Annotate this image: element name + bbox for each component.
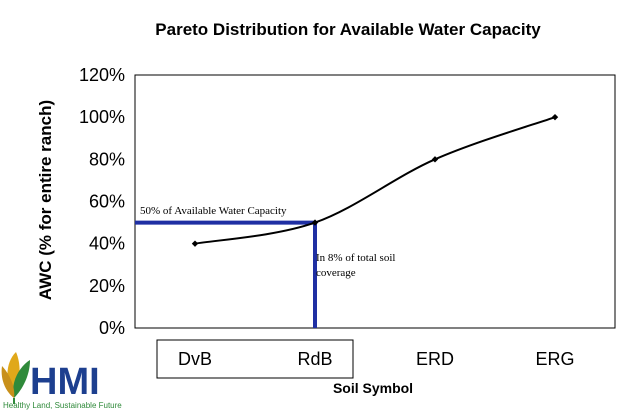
data-point <box>191 240 199 247</box>
y-tick-label: 0% <box>99 318 125 338</box>
grain-icon <box>1 352 30 404</box>
annotation-lines <box>135 220 317 328</box>
x-tick-label: RdB <box>297 349 332 369</box>
y-tick-label: 40% <box>89 234 125 254</box>
y-tick-label: 100% <box>79 107 125 127</box>
y-tick-label: 120% <box>79 65 125 85</box>
data-point <box>551 113 559 121</box>
data-point <box>311 219 319 226</box>
x-tick-label: ERD <box>416 349 454 369</box>
data-point <box>431 156 439 163</box>
x-tick-label: DvB <box>178 349 212 369</box>
annotation-8-percent-line1: In 8% of total soil <box>316 252 395 264</box>
highlighted-categories-box <box>156 339 354 379</box>
x-axis-label: Soil Symbol <box>333 380 413 396</box>
annotation-8-percent-line2: coverage <box>316 267 356 279</box>
hmi-logo: HMI Healthy Land, Sustainable Future <box>1 352 122 410</box>
y-tick-label: 80% <box>89 149 125 169</box>
y-tick-label: 20% <box>89 276 125 296</box>
y-axis-label: AWC (% for entire ranch) <box>36 100 55 300</box>
chart-title: Pareto Distribution for Available Water … <box>155 20 541 39</box>
y-tick-label: 60% <box>89 192 125 212</box>
x-tick-label: ERG <box>535 349 574 369</box>
plot-area <box>134 74 616 329</box>
y-tick-labels: 0% 20% 40% 60% 80% 100% 120% <box>79 65 125 338</box>
x-tick-labels: DvB RdB ERD ERG <box>178 349 575 369</box>
logo-wordmark: HMI <box>30 361 100 403</box>
logo-tagline: Healthy Land, Sustainable Future <box>3 401 122 410</box>
annotation-50-percent: 50% of Available Water Capacity <box>140 205 287 217</box>
series-line <box>194 116 556 245</box>
data-points <box>191 113 559 247</box>
